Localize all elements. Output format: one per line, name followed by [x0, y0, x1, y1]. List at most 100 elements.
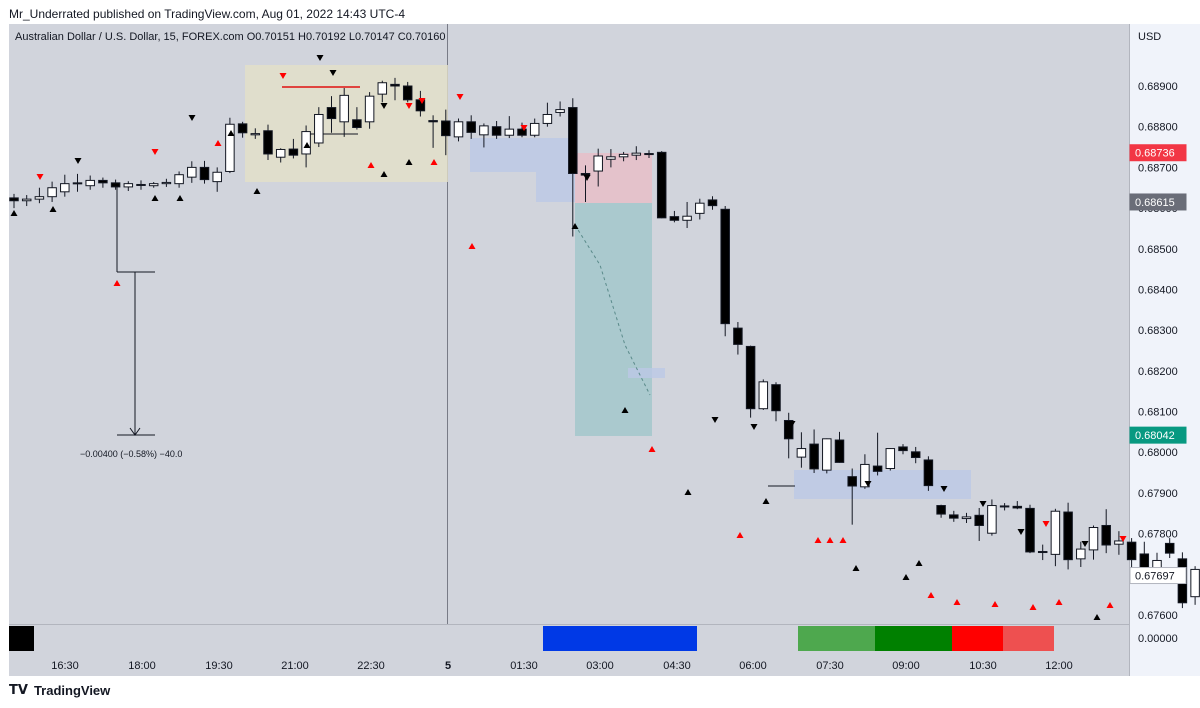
indicator-value: 0.00000	[1138, 633, 1178, 645]
candle-body	[733, 327, 743, 345]
candle-body	[1190, 568, 1200, 598]
y-tick-label: 0.67600	[1138, 610, 1178, 622]
candle-body	[1025, 507, 1035, 553]
signal-down-marker	[979, 501, 987, 507]
signal-down-marker	[940, 486, 948, 492]
signal-down-marker	[36, 174, 44, 180]
candle-body	[936, 505, 946, 515]
candle-body	[834, 439, 845, 463]
candle-body	[110, 182, 121, 188]
candle-body	[910, 451, 921, 459]
x-tick-label: 04:30	[663, 660, 691, 672]
indicator-bar	[543, 626, 697, 651]
currency-label: USD	[1138, 31, 1161, 43]
signal-up-marker	[915, 560, 923, 566]
candle-body	[1101, 524, 1111, 546]
signal-down-marker	[583, 175, 591, 181]
signal-up-marker	[814, 537, 822, 543]
candle-body	[568, 107, 578, 174]
signal-down-marker	[405, 103, 413, 109]
candle-body	[987, 505, 997, 534]
candle-body	[377, 82, 388, 95]
y-tick-label: 0.68200	[1138, 366, 1178, 378]
signal-up-marker	[303, 142, 311, 148]
candle-body	[161, 181, 172, 185]
tradingview-logo-icon: TV	[9, 683, 28, 698]
signal-up-marker	[927, 592, 935, 598]
candle-body	[618, 153, 629, 158]
candle-body	[682, 215, 692, 221]
x-tick-label: 5	[445, 660, 451, 672]
signal-up-marker	[826, 537, 834, 543]
symbol-legend: Australian Dollar / U.S. Dollar, 15, FOR…	[15, 31, 445, 43]
candle-body	[999, 505, 1010, 508]
candle-body	[250, 133, 261, 136]
signal-up-marker	[953, 599, 961, 605]
signal-up-marker	[648, 446, 656, 452]
candle-body	[9, 197, 19, 202]
signal-up-marker	[253, 188, 261, 194]
signal-up-marker	[227, 130, 235, 136]
candle-body	[555, 109, 565, 113]
supply-zone-1	[470, 138, 575, 172]
candle-body	[1012, 505, 1023, 509]
tradingview-footer[interactable]: TV TradingView	[9, 683, 110, 698]
x-tick-label: 06:00	[739, 660, 767, 672]
signal-up-marker	[151, 195, 159, 201]
candle-body	[390, 83, 400, 87]
signal-up-marker	[684, 489, 692, 495]
publish-info: Mr_Underrated published on TradingView.c…	[9, 7, 406, 21]
signal-down-marker	[1081, 541, 1089, 547]
signal-up-marker	[852, 565, 860, 571]
candle-body	[707, 199, 718, 207]
candle-body	[695, 202, 705, 214]
candle-body	[949, 514, 959, 519]
y-tick-label: 0.68300	[1138, 325, 1178, 337]
candle-body	[237, 123, 248, 134]
price-label: 0.68615	[1135, 197, 1175, 209]
price-label: 0.67697	[1135, 571, 1175, 583]
y-tick-label: 0.68000	[1138, 447, 1178, 459]
y-tick-label: 0.68700	[1138, 162, 1178, 174]
signal-up-marker	[468, 243, 476, 249]
candle-body	[720, 208, 730, 325]
y-tick-label: 0.68400	[1138, 284, 1178, 296]
signal-up-marker	[1106, 602, 1114, 608]
indicator-bar	[875, 626, 952, 651]
signal-down-marker	[151, 149, 159, 155]
candle-body	[174, 174, 184, 185]
candle-body	[47, 187, 57, 198]
candle-body	[669, 216, 680, 221]
candle-body	[326, 107, 337, 120]
candle-body	[98, 179, 108, 184]
supply-zone-3	[628, 368, 665, 378]
signal-down-marker	[711, 417, 719, 423]
candle-body	[923, 459, 934, 487]
candle-body	[961, 516, 972, 520]
x-tick-label: 07:30	[816, 660, 844, 672]
candle-body	[72, 182, 83, 185]
y-tick-label: 0.68800	[1138, 122, 1178, 134]
x-tick-label: 19:30	[205, 660, 233, 672]
signal-down-marker	[1017, 529, 1025, 535]
trade-path-line	[574, 224, 651, 396]
signal-down-marker	[329, 70, 337, 76]
candle-body	[479, 125, 489, 136]
candle-body	[339, 94, 349, 123]
candle-body	[796, 448, 807, 458]
x-tick-label: 09:00	[892, 660, 920, 672]
signal-down-marker	[750, 424, 758, 430]
candle-body	[758, 381, 769, 410]
candle-body	[136, 183, 146, 186]
x-tick-label: 18:00	[128, 660, 156, 672]
x-tick-label: 03:00	[586, 660, 614, 672]
candle-body	[212, 171, 222, 183]
candle-body	[352, 119, 362, 129]
measure-arrow	[129, 427, 141, 436]
candle-body	[364, 95, 375, 123]
candle-body	[898, 446, 908, 452]
price-label-box	[1129, 567, 1187, 585]
candle-body	[1050, 510, 1061, 555]
candle-body	[542, 113, 553, 124]
